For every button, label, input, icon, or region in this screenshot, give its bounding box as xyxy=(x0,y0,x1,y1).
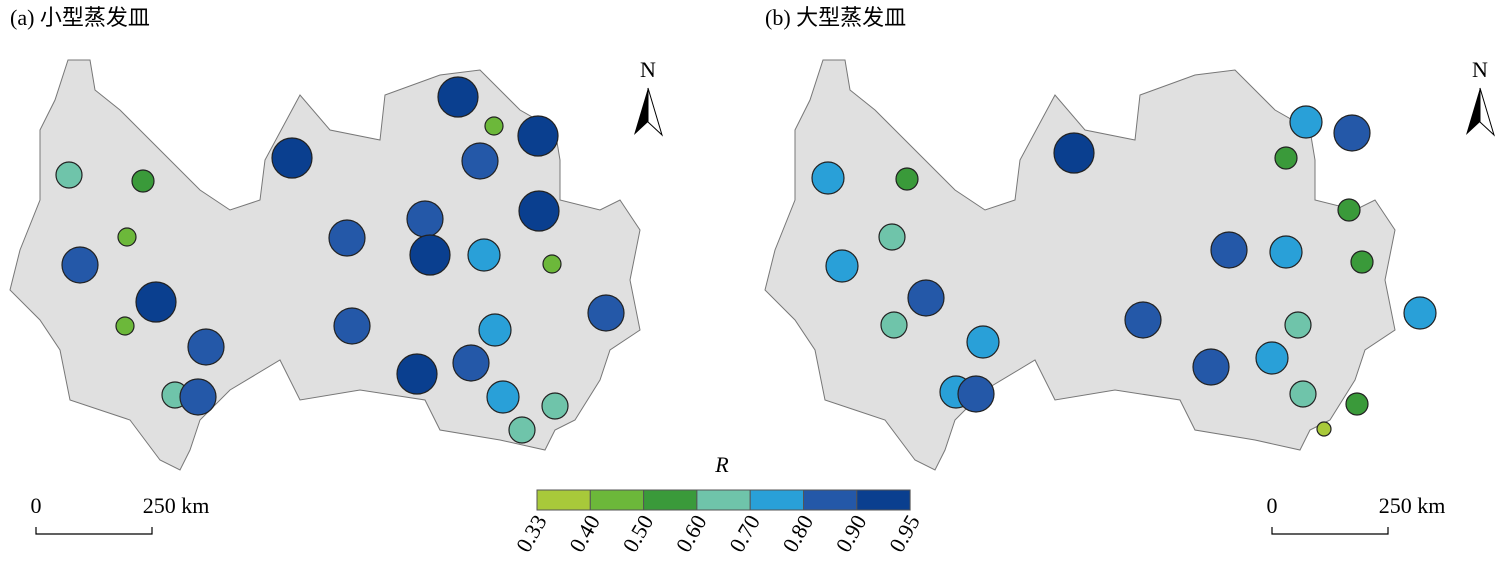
legend-swatch xyxy=(803,489,858,511)
scale-label: 0 xyxy=(1267,493,1278,518)
station xyxy=(1284,311,1312,339)
station xyxy=(1345,392,1369,416)
station xyxy=(1274,146,1298,170)
station xyxy=(396,353,438,395)
station xyxy=(541,392,569,420)
legend-swatch xyxy=(536,489,591,511)
north-arrow xyxy=(1466,88,1480,135)
legend-swatch xyxy=(643,489,698,511)
legend-swatch xyxy=(856,489,911,511)
legend-swatch xyxy=(749,489,805,511)
station xyxy=(542,254,562,274)
scale-bar xyxy=(1271,527,1389,535)
station xyxy=(333,307,371,345)
panel-title: (a) 小型蒸发皿 xyxy=(10,5,150,30)
legend-tick-label: 0.50 xyxy=(617,511,658,557)
legend-tick-label: 0.33 xyxy=(511,511,552,557)
station xyxy=(880,311,908,339)
station xyxy=(907,279,945,317)
station xyxy=(1053,132,1095,174)
station xyxy=(135,281,177,323)
station xyxy=(131,169,155,193)
station xyxy=(61,246,99,284)
station xyxy=(187,328,225,366)
station xyxy=(825,249,859,283)
region-map xyxy=(764,59,1396,471)
station xyxy=(1269,235,1303,269)
station xyxy=(115,316,135,336)
station xyxy=(409,234,451,276)
scale-bar xyxy=(35,527,153,535)
panel-title: (b) 大型蒸发皿 xyxy=(765,5,906,30)
scale-label: 250 km xyxy=(143,493,210,518)
station xyxy=(518,190,560,232)
station xyxy=(1289,105,1323,139)
station xyxy=(271,137,313,179)
legend-swatch xyxy=(696,489,751,511)
north-arrow xyxy=(1479,87,1496,137)
legend-swatch xyxy=(589,489,645,511)
north-arrow xyxy=(634,88,648,135)
station xyxy=(328,219,366,257)
station xyxy=(1289,380,1317,408)
station xyxy=(587,294,625,332)
station xyxy=(117,227,137,247)
north-arrow xyxy=(647,87,664,137)
station xyxy=(179,378,217,416)
station xyxy=(461,142,499,180)
station xyxy=(486,380,520,414)
station xyxy=(508,416,536,444)
station xyxy=(895,167,919,191)
scale-label: 250 km xyxy=(1379,493,1446,518)
scale-label: 0 xyxy=(31,493,42,518)
legend-tick-label: 0.60 xyxy=(671,511,712,557)
legend-tick-label: 0.90 xyxy=(831,511,872,557)
station xyxy=(1316,421,1332,437)
station xyxy=(1337,198,1361,222)
station xyxy=(1255,341,1289,375)
station xyxy=(478,313,512,347)
station xyxy=(957,375,995,413)
station xyxy=(1403,296,1437,330)
north-label: N xyxy=(1472,57,1488,82)
station xyxy=(437,76,479,118)
legend-tick-label: 0.40 xyxy=(564,511,605,557)
station xyxy=(1124,301,1162,339)
station xyxy=(1210,231,1248,269)
station xyxy=(878,223,906,251)
legend-tick-label: 0.80 xyxy=(777,511,818,557)
legend-title: R xyxy=(714,452,729,477)
station xyxy=(484,116,504,136)
station xyxy=(406,200,444,238)
station xyxy=(1333,114,1371,152)
legend-tick-label: 0.95 xyxy=(884,511,925,557)
north-label: N xyxy=(640,57,656,82)
station xyxy=(811,161,845,195)
station xyxy=(517,115,559,157)
station xyxy=(1192,348,1230,386)
station xyxy=(452,344,490,382)
station xyxy=(1350,250,1374,274)
legend-tick-label: 0.70 xyxy=(724,511,765,557)
station xyxy=(55,161,83,189)
station xyxy=(467,238,501,272)
station xyxy=(966,325,1000,359)
